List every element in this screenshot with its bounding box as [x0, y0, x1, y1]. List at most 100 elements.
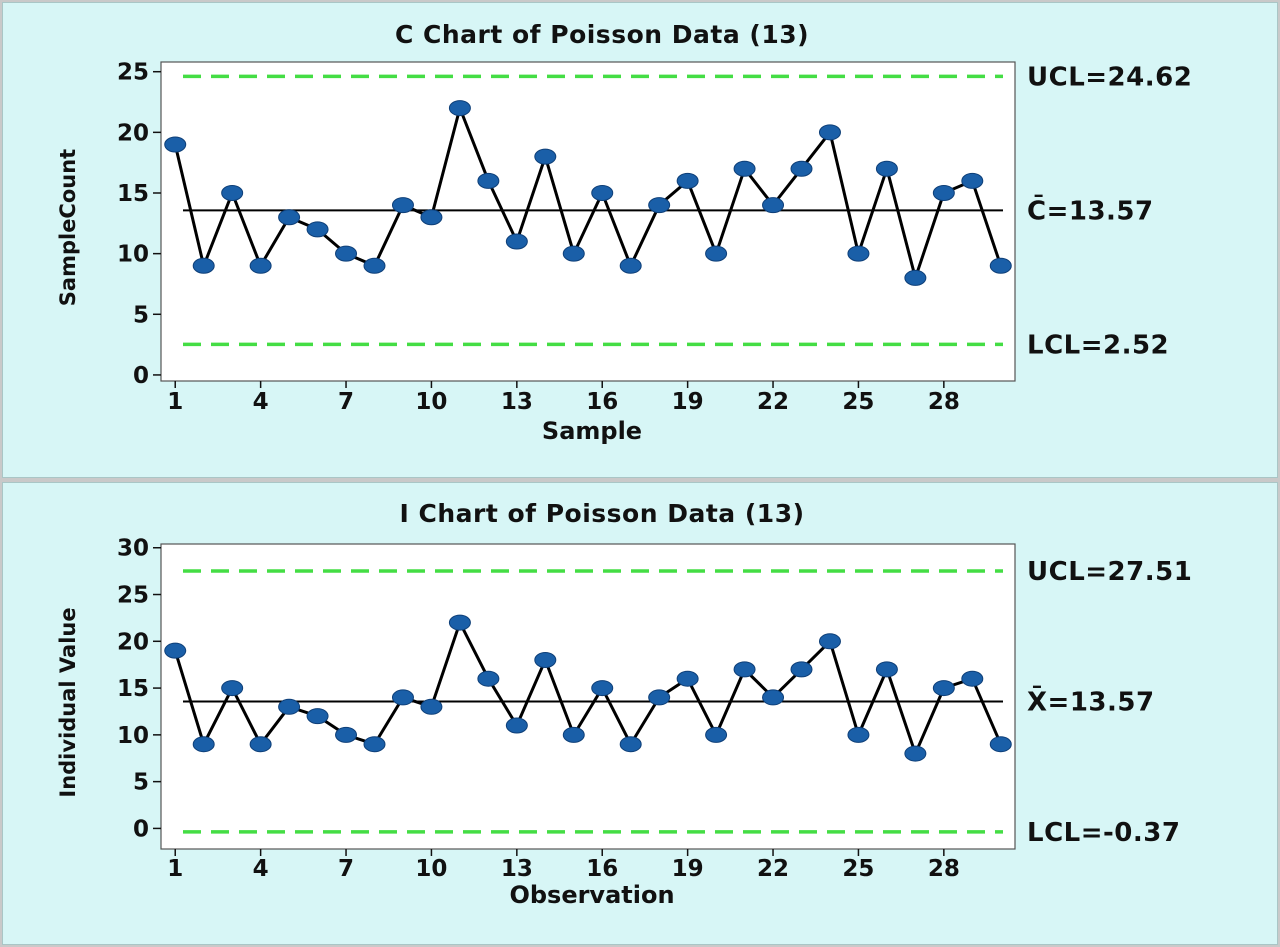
data-point	[164, 642, 187, 659]
lcl-label: LCL=-0.37	[1027, 818, 1180, 848]
lcl-label: LCL=2.52	[1027, 330, 1169, 360]
data-point	[932, 184, 955, 201]
c-chart-panel: C Chart of Poisson Data (13) 0 5 10 15 20 25 1 4…	[2, 2, 1278, 478]
data-point	[989, 736, 1012, 753]
y-tick-label: 5	[133, 770, 149, 796]
x-tick-label: 4	[253, 389, 269, 415]
data-point	[790, 661, 813, 678]
ucl-label: UCL=24.62	[1027, 62, 1192, 92]
data-point	[477, 172, 500, 189]
data-point	[591, 184, 614, 201]
data-point	[306, 221, 329, 238]
x-tick-label: 25	[842, 389, 874, 415]
data-point	[989, 257, 1012, 274]
i-chart-panel: I Chart of Poisson Data (13) 0 5 10 15 20 25 30…	[2, 482, 1278, 945]
data-point	[932, 680, 955, 697]
data-point	[448, 614, 471, 631]
i-chart: I Chart of Poisson Data (13) 0 5 10 15 20 25 30…	[56, 499, 1192, 909]
data-point	[648, 197, 671, 214]
x-tick-label: 10	[415, 389, 447, 415]
data-point	[420, 209, 443, 226]
x-tick-label: 19	[672, 856, 704, 882]
y-tick-label: 10	[117, 242, 149, 268]
data-point	[818, 124, 841, 141]
y-axis-label: Individual Value	[56, 607, 80, 797]
data-point	[363, 257, 386, 274]
data-point	[420, 698, 443, 715]
data-point	[249, 257, 272, 274]
data-point	[278, 209, 301, 226]
x-tick-label: 28	[928, 856, 960, 882]
y-tick-label: 25	[117, 583, 149, 609]
data-point	[904, 745, 927, 762]
data-point	[762, 197, 785, 214]
x-tick-label: 10	[415, 856, 447, 882]
data-point	[391, 689, 414, 706]
data-point	[619, 736, 642, 753]
data-point	[705, 245, 728, 262]
data-point	[762, 689, 785, 706]
x-tick-label: 22	[757, 389, 789, 415]
data-point	[818, 633, 841, 650]
center-label: C̄=13.57	[1027, 194, 1154, 227]
y-tick-label: 15	[117, 181, 149, 207]
x-tick-label: 4	[253, 856, 269, 882]
data-point	[961, 670, 984, 687]
data-point	[192, 257, 215, 274]
data-point	[591, 680, 614, 697]
x-tick-label: 7	[338, 856, 354, 882]
data-point	[676, 670, 699, 687]
x-tick-label: 19	[672, 389, 704, 415]
data-point	[505, 717, 528, 734]
data-point	[705, 726, 728, 743]
x-tick-label: 25	[842, 856, 874, 882]
data-point	[363, 736, 386, 753]
y-tick-label: 30	[117, 536, 149, 562]
y-tick-label: 20	[117, 120, 149, 146]
data-point	[676, 172, 699, 189]
x-axis-label: Sample	[542, 417, 642, 445]
data-point	[875, 160, 898, 177]
data-point	[505, 233, 528, 250]
data-point	[534, 148, 557, 165]
data-point	[391, 197, 414, 214]
y-tick-label: 25	[117, 60, 149, 86]
chart-title: I Chart of Poisson Data (13)	[399, 499, 804, 528]
x-axis-label: Observation	[509, 881, 674, 909]
data-point	[534, 652, 557, 669]
ucl-label: UCL=27.51	[1027, 557, 1192, 587]
data-point	[790, 160, 813, 177]
y-tick-label: 0	[133, 363, 149, 389]
x-tick-label: 13	[501, 856, 533, 882]
data-point	[619, 257, 642, 274]
data-point	[961, 172, 984, 189]
data-point	[221, 184, 244, 201]
data-point	[249, 736, 272, 753]
data-point	[733, 661, 756, 678]
data-point	[306, 708, 329, 725]
plot-area	[160, 543, 1016, 850]
x-tick-label: 1	[167, 856, 183, 882]
data-point	[562, 245, 585, 262]
data-point	[221, 680, 244, 697]
y-tick-label: 5	[133, 302, 149, 328]
y-tick-label: 20	[117, 629, 149, 655]
data-point	[648, 689, 671, 706]
data-point	[164, 136, 187, 153]
data-point	[875, 661, 898, 678]
center-label: X̄=13.57	[1027, 685, 1155, 718]
c-chart: C Chart of Poisson Data (13) 0 5 10 15 20 25 1 4…	[56, 20, 1192, 445]
x-tick-label: 7	[338, 389, 354, 415]
y-tick-label: 0	[133, 816, 149, 842]
data-point	[192, 736, 215, 753]
data-point	[847, 726, 870, 743]
data-point	[448, 100, 471, 117]
data-point	[477, 670, 500, 687]
x-tick-label: 16	[586, 389, 618, 415]
x-tick-label: 28	[928, 389, 960, 415]
data-point	[904, 269, 927, 286]
data-point	[733, 160, 756, 177]
data-point	[278, 698, 301, 715]
y-tick-label: 10	[117, 723, 149, 749]
data-point	[335, 245, 358, 262]
